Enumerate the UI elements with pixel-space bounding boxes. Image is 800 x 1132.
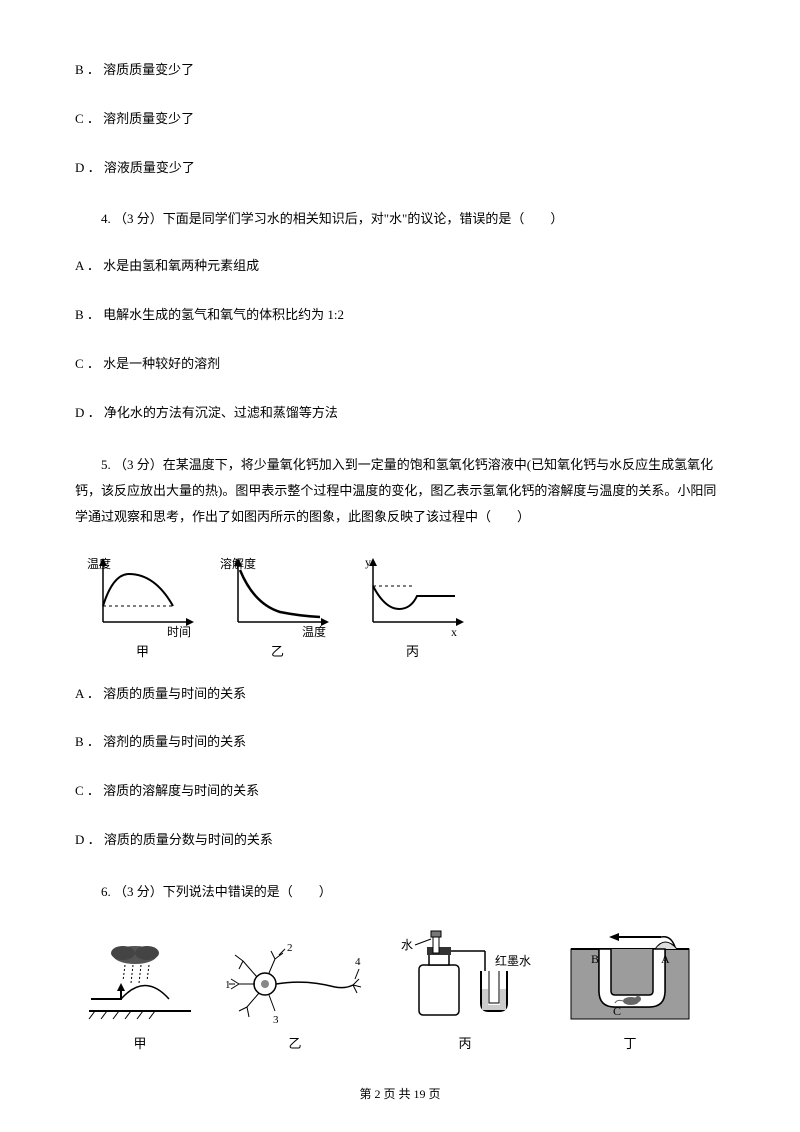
graph-jia-xlabel: 时间 bbox=[167, 625, 191, 639]
img-bing-svg: 水 红墨水 bbox=[395, 929, 535, 1029]
img-ding-svg: A B C bbox=[565, 929, 695, 1029]
img-ding-C: C bbox=[613, 1004, 621, 1018]
graph-yi-svg: 溶解度 温度 bbox=[220, 554, 335, 639]
q5-option-b: B ． 溶剂的质量与时间的关系 bbox=[75, 732, 725, 753]
q4-option-d: D ． 净化水的方法有沉淀、过滤和蒸馏等方法 bbox=[75, 403, 725, 424]
q5-graph-jia: 温度 时间 甲 bbox=[85, 554, 200, 660]
graph-yi-xlabel: 温度 bbox=[302, 624, 326, 639]
q5-option-d: D ． 溶质的质量分数与时间的关系 bbox=[75, 830, 725, 851]
q4-stem: 4. （3 分）下面是同学们学习水的相关知识后，对"水"的议论，错误的是（ ） bbox=[75, 206, 725, 232]
q6-images: 甲 1 2 3 4 乙 bbox=[85, 929, 725, 1052]
img-ding-A: A bbox=[661, 952, 670, 966]
q6-img-bing: 水 红墨水 丙 bbox=[395, 929, 535, 1052]
img-jia-caption: 甲 bbox=[85, 1033, 195, 1052]
graph-bing-xlabel: x bbox=[451, 625, 457, 639]
q6-stem: 6. （3 分）下列说法中错误的是（ ） bbox=[75, 879, 725, 905]
img-yi-n4: 4 bbox=[355, 956, 361, 968]
img-bing-ink: 红墨水 bbox=[495, 953, 531, 968]
q4-option-b: B ． 电解水生成的氢气和氧气的体积比约为 1:2 bbox=[75, 305, 725, 326]
img-yi-svg: 1 2 3 4 bbox=[225, 939, 365, 1029]
img-yi-n3: 3 bbox=[273, 1014, 279, 1026]
img-yi-caption: 乙 bbox=[225, 1033, 365, 1052]
graph-jia-caption: 甲 bbox=[85, 641, 200, 660]
page-footer: 第 2 页 共 19 页 bbox=[0, 1085, 800, 1102]
graph-jia-svg: 温度 时间 bbox=[85, 554, 200, 639]
img-bing-water: 水 bbox=[401, 938, 413, 952]
q5-graph-yi: 溶解度 温度 乙 bbox=[220, 554, 335, 660]
q6-img-jia: 甲 bbox=[85, 939, 195, 1052]
graph-bing-ylabel: y bbox=[365, 555, 371, 569]
q5-option-a: A ． 溶质的质量与时间的关系 bbox=[75, 684, 725, 705]
q6-img-ding: A B C 丁 bbox=[565, 929, 695, 1052]
img-jia-svg bbox=[85, 939, 195, 1029]
img-ding-caption: 丁 bbox=[565, 1033, 695, 1052]
q6-img-yi: 1 2 3 4 乙 bbox=[225, 939, 365, 1052]
graph-bing-svg: y x bbox=[355, 554, 470, 639]
img-ding-B: B bbox=[591, 952, 599, 966]
q3-option-c: C ． 溶剂质量变少了 bbox=[75, 109, 725, 130]
q4-option-a: A ． 水是由氢和氧两种元素组成 bbox=[75, 256, 725, 277]
img-yi-n1: 1 bbox=[225, 979, 231, 991]
q5-graphs: 温度 时间 甲 溶解度 温度 乙 y x bbox=[85, 554, 725, 660]
q3-option-d: D ． 溶液质量变少了 bbox=[75, 158, 725, 179]
q4-option-c: C ． 水是一种较好的溶剂 bbox=[75, 354, 725, 375]
img-bing-caption: 丙 bbox=[395, 1033, 535, 1052]
graph-jia-ylabel: 温度 bbox=[87, 556, 111, 571]
q3-option-b: B ． 溶质质量变少了 bbox=[75, 60, 725, 81]
q5-stem: 5. （3 分）在某温度下，将少量氧化钙加入到一定量的饱和氢氧化钙溶液中(已知氧… bbox=[75, 452, 725, 530]
graph-bing-caption: 丙 bbox=[355, 641, 470, 660]
graph-yi-caption: 乙 bbox=[220, 641, 335, 660]
img-yi-n2: 2 bbox=[287, 942, 293, 954]
q5-graph-bing: y x 丙 bbox=[355, 554, 470, 660]
q5-option-c: C ． 溶质的溶解度与时间的关系 bbox=[75, 781, 725, 802]
graph-yi-ylabel: 溶解度 bbox=[220, 556, 256, 571]
